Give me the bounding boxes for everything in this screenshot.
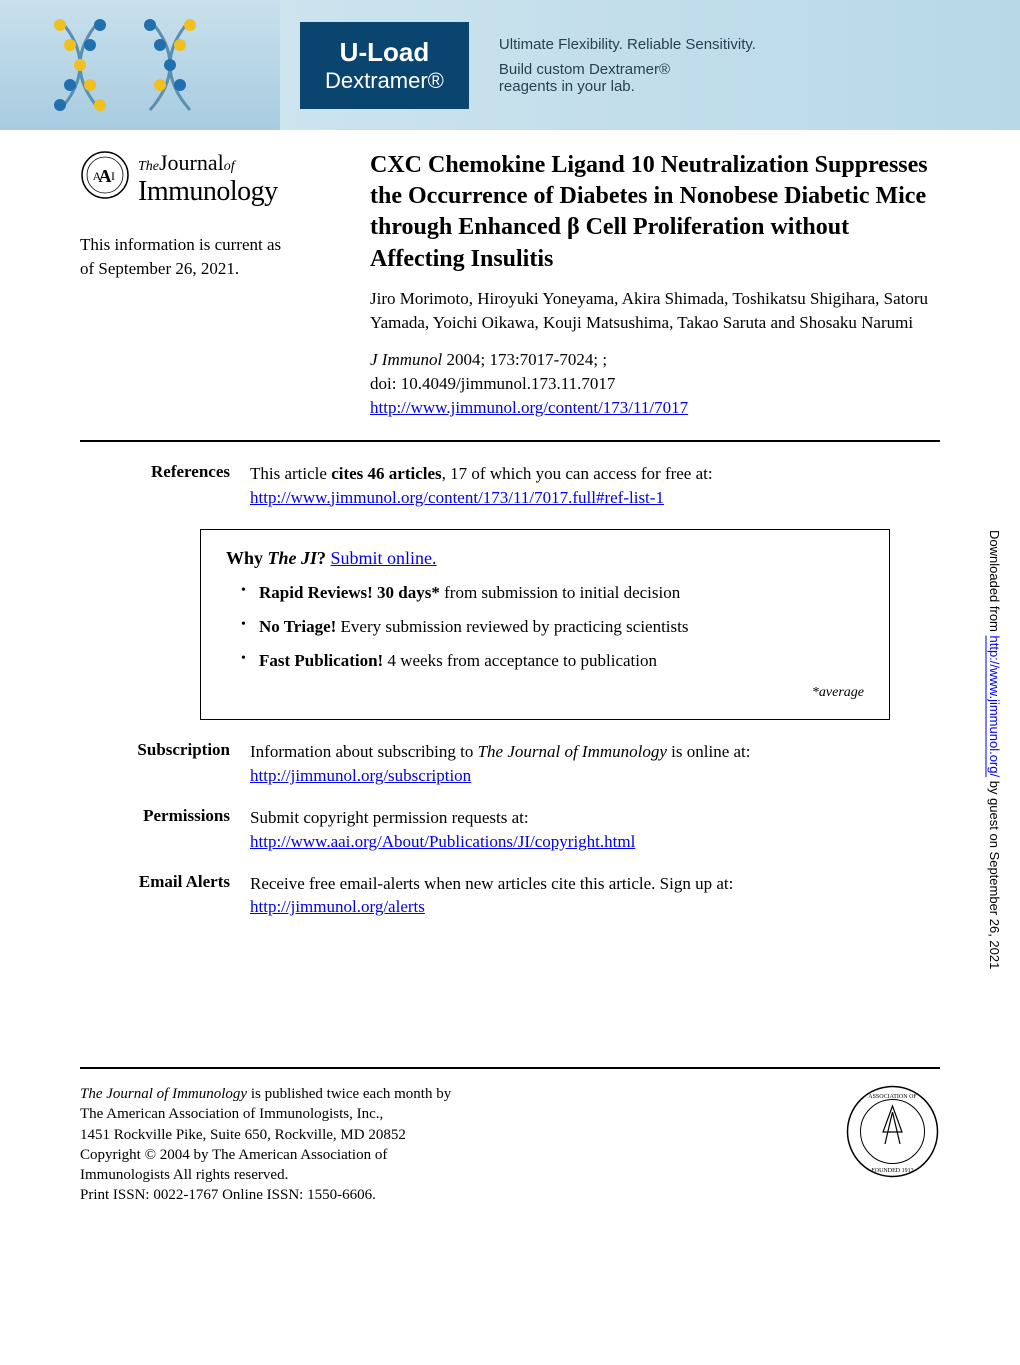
subscription-link[interactable]: http://jimmunol.org/subscription xyxy=(250,766,471,785)
why-ji-box: Why The JI? Submit online. Rapid Reviews… xyxy=(200,529,890,720)
permissions-label: Permissions xyxy=(80,806,250,854)
ad-right-text: Ultimate Flexibility. Reliable Sensitivi… xyxy=(499,36,756,95)
references-section: References This article cites 46 article… xyxy=(80,462,940,510)
left-column: A A I TheJournalof Immunology This infor… xyxy=(80,150,360,420)
references-label: References xyxy=(80,462,250,510)
article-url-link[interactable]: http://www.jimmunol.org/content/173/11/7… xyxy=(370,398,688,417)
references-link[interactable]: http://www.jimmunol.org/content/173/11/7… xyxy=(250,488,664,507)
article-title: CXC Chemokine Ligand 10 Neutralization S… xyxy=(370,150,940,275)
uload-box: U-Load Dextramer® xyxy=(300,22,469,109)
permissions-link[interactable]: http://www.aai.org/About/Publications/JI… xyxy=(250,832,635,851)
banner-ad[interactable]: U-Load Dextramer® Ultimate Flexibility. … xyxy=(0,0,1020,130)
email-alerts-link[interactable]: http://jimmunol.org/alerts xyxy=(250,897,425,916)
article-authors: Jiro Morimoto, Hiroyuki Yoneyama, Akira … xyxy=(370,287,940,335)
average-note: *average xyxy=(226,685,864,701)
dna-graphic xyxy=(0,0,280,130)
why-item: No Triage! Every submission reviewed by … xyxy=(241,617,864,637)
article-citation: J Immunol 2004; 173:7017-7024; ; doi: 10… xyxy=(370,348,940,419)
dna-icon xyxy=(40,10,240,120)
why-item: Fast Publication! 4 weeks from acceptanc… xyxy=(241,651,864,671)
permissions-section: Permissions Submit copyright permission … xyxy=(80,806,940,854)
email-alerts-body: Receive free email-alerts when new artic… xyxy=(250,872,940,920)
side-link[interactable]: http://www.jimmunol.org/ xyxy=(987,636,1002,778)
footer-divider xyxy=(80,1067,940,1069)
ad-tagline: Ultimate Flexibility. Reliable Sensitivi… xyxy=(499,36,756,53)
email-alerts-label: Email Alerts xyxy=(80,872,250,920)
permissions-body: Submit copyright permission requests at:… xyxy=(250,806,940,854)
ad-text2: reagents in your lab. xyxy=(499,78,756,95)
journal-name: TheJournalof Immunology xyxy=(138,150,278,208)
email-alerts-section: Email Alerts Receive free email-alerts w… xyxy=(80,872,940,920)
right-column: CXC Chemokine Ligand 10 Neutralization S… xyxy=(360,150,940,420)
main-content: A A I TheJournalof Immunology This infor… xyxy=(0,130,1020,967)
why-item: Rapid Reviews! 30 days* from submission … xyxy=(241,583,864,603)
uload-sub: Dextramer® xyxy=(325,68,444,94)
svg-text:A: A xyxy=(93,169,102,183)
download-side-text: Downloaded from http://www.jimmunol.org/… xyxy=(987,530,1002,969)
header-row: A A I TheJournalof Immunology This infor… xyxy=(80,150,940,420)
subscription-body: Information about subscribing to The Jou… xyxy=(250,740,940,788)
ad-text1: Build custom Dextramer® xyxy=(499,61,756,78)
subscription-label: Subscription xyxy=(80,740,250,788)
uload-title: U-Load xyxy=(325,37,444,68)
journal-logo: A A I TheJournalof Immunology xyxy=(80,150,360,208)
current-info: This information is current as of Septem… xyxy=(80,233,360,281)
why-title: Why The JI? Submit online. xyxy=(226,548,864,569)
footer-text: The Journal of Immunology is published t… xyxy=(80,1084,815,1206)
submit-online-link[interactable]: Submit online. xyxy=(331,548,437,568)
why-list: Rapid Reviews! 30 days* from submission … xyxy=(226,583,864,671)
svg-text:ASSOCIATION OF: ASSOCIATION OF xyxy=(868,1094,917,1100)
divider xyxy=(80,440,940,442)
svg-text:I: I xyxy=(111,169,115,183)
aai-badge-icon: A A I xyxy=(80,150,130,200)
svg-text:FOUNDED 1913: FOUNDED 1913 xyxy=(871,1168,913,1174)
subscription-section: Subscription Information about subscribi… xyxy=(80,740,940,788)
aai-seal-icon: ASSOCIATION OF FOUNDED 1913 xyxy=(845,1084,940,1179)
footer-row: The Journal of Immunology is published t… xyxy=(0,1084,1020,1226)
references-body: This article cites 46 articles, 17 of wh… xyxy=(250,462,940,510)
